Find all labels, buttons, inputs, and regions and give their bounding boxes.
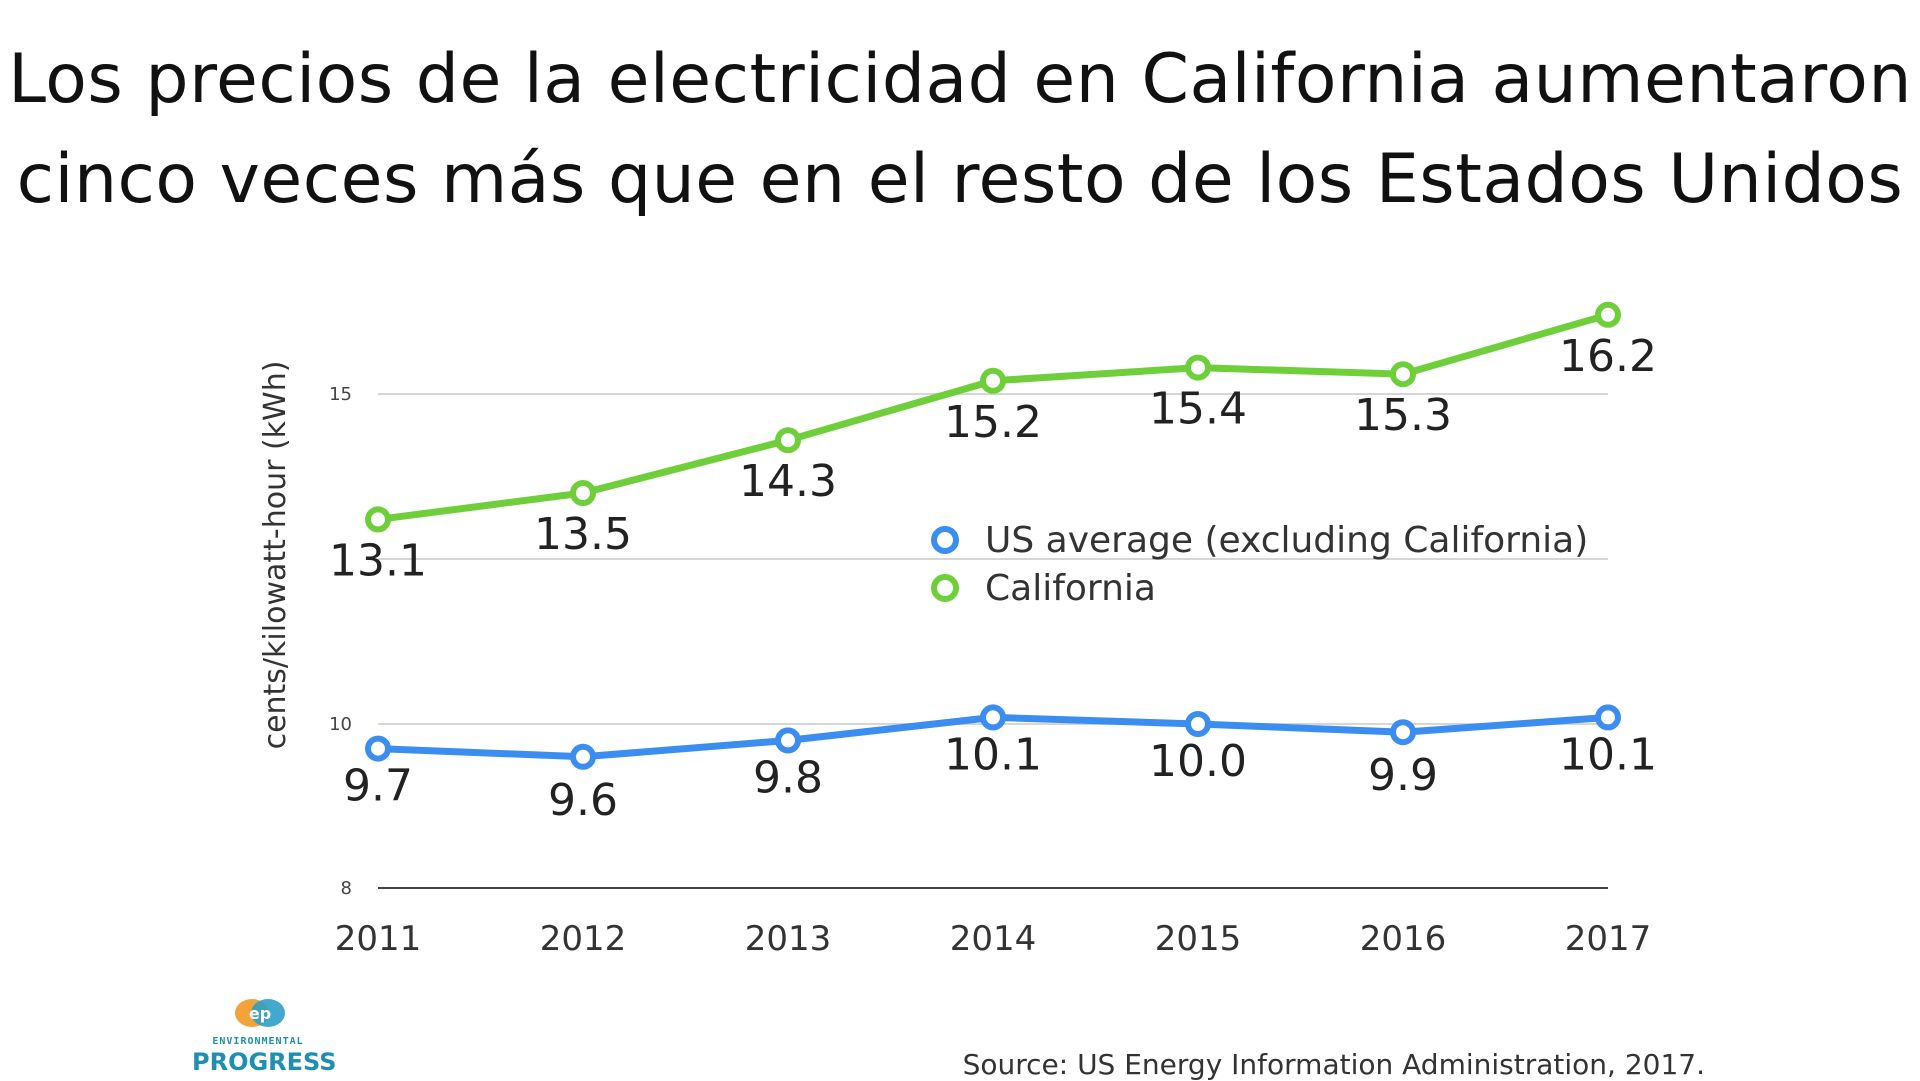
x-tick-label: 2017: [1565, 919, 1652, 959]
california-data-label: 14.3: [739, 456, 837, 507]
x-tick-label: 2012: [540, 919, 627, 959]
legend-california-marker: [931, 574, 959, 602]
logo-big-text: PROGRESS: [192, 1048, 337, 1076]
us-average-point: [980, 704, 1006, 731]
us-average-data-label: 9.7: [343, 761, 413, 812]
series-layer: [365, 301, 1621, 770]
california-data-label: 13.5: [534, 509, 632, 560]
california-data-label: 16.2: [1559, 331, 1657, 382]
california-point: [570, 480, 596, 506]
title-line-2: cinco veces más que en el resto de los E…: [16, 140, 1904, 219]
data-label-layer: 9.7 9.6 9.8 10.1 10.0 9.9 10.1 13.1 13.5 14.3 15.2…: [329, 331, 1657, 826]
legend-us-marker: [931, 526, 959, 554]
california-data-label: 15.4: [1149, 384, 1247, 435]
y-tick-label: 15: [329, 384, 352, 405]
california-point: [1595, 301, 1621, 328]
us-average-point: [775, 727, 801, 754]
y-tick-label: 10: [329, 714, 352, 735]
us-average-point: [570, 743, 596, 770]
us-average-point: [1185, 711, 1211, 737]
y-axis-title: cents/kilowatt-hour (kWh): [258, 361, 293, 750]
us-average-point: [1390, 719, 1416, 746]
x-tick-label: 2016: [1360, 919, 1447, 959]
svg-text:ep: ep: [249, 1004, 271, 1023]
california-point: [1185, 354, 1211, 381]
us-average-data-label: 9.9: [1368, 750, 1438, 801]
california-data-label: 13.1: [329, 535, 427, 586]
us-average-data-label: 10.0: [1149, 736, 1247, 787]
title-line-1: Los precios de la electricidad en Califo…: [8, 40, 1912, 119]
us-average-data-label: 9.8: [753, 752, 823, 803]
california-data-label: 15.2: [944, 397, 1042, 448]
us-average-point: [365, 735, 391, 762]
california-point: [1390, 361, 1416, 388]
california-point: [365, 506, 391, 533]
us-average-data-label: 10.1: [944, 729, 1042, 780]
x-tick-label: 2015: [1155, 919, 1242, 959]
axis-layer: 8 10 15 cents/kilowatt-hour (kWh) 2011 2012 20…: [258, 361, 1651, 959]
page-title: Los precios de la electricidad en Califo…: [0, 30, 1920, 230]
ep-logo-icon: ep: [235, 999, 285, 1027]
us-average-data-label: 10.1: [1559, 729, 1657, 780]
source-note: Source: US Energy Information Administra…: [962, 1048, 1705, 1081]
california-data-label: 15.3: [1354, 390, 1452, 441]
legend: US average (excluding California) Califor…: [931, 520, 1588, 609]
logo-small-text: ENVIRONMENTAL: [212, 1036, 304, 1047]
environmental-progress-logo: ep ENVIRONMENTAL PROGRESS: [190, 996, 340, 1080]
legend-california-label: California: [985, 568, 1156, 609]
legend-us-label: US average (excluding California): [985, 520, 1588, 561]
us-average-point: [1595, 704, 1621, 731]
y-tick-label: 8: [341, 878, 352, 899]
us-average-data-label: 9.6: [548, 775, 618, 826]
x-tick-label: 2013: [745, 919, 832, 959]
x-tick-label: 2011: [335, 919, 422, 959]
california-point: [980, 367, 1006, 394]
california-point: [775, 427, 801, 454]
x-tick-label: 2014: [950, 919, 1037, 959]
